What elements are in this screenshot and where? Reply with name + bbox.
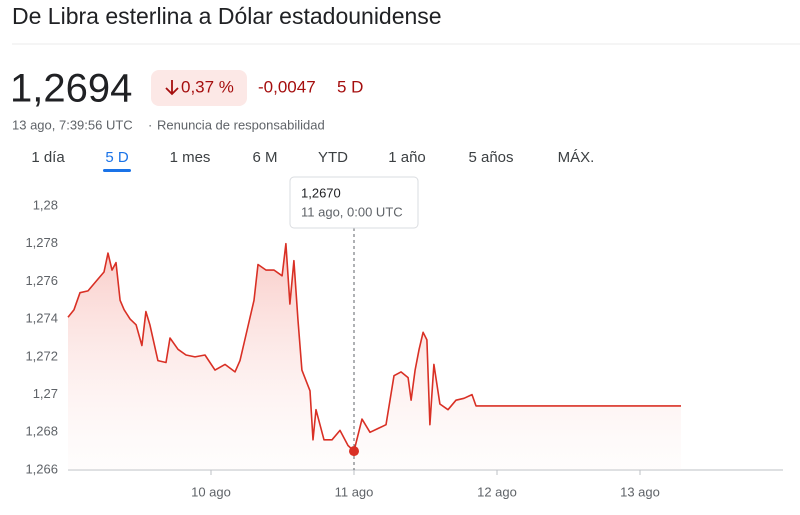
title: De Libra esterlina a Dólar estadounidens…: [12, 3, 442, 29]
change-abs: -0,0047: [258, 77, 316, 96]
separator: ·: [148, 117, 152, 132]
tab[interactable]: 1 año: [388, 149, 426, 166]
x-tick-label: 10 ago: [191, 484, 231, 499]
y-tick-label: 1,268: [25, 424, 58, 439]
y-tick-label: 1,27: [33, 386, 58, 401]
y-tick-label: 1,274: [25, 311, 58, 326]
x-tick-label: 13 ago: [620, 484, 660, 499]
change-pct: 0,37 %: [181, 77, 234, 96]
tooltip-box: [289, 176, 419, 229]
tab-underline: [103, 169, 131, 172]
chart: 1,266 1,268 1,27 1,272 1,274 1,276 1,278 1,28 10…: [25, 176, 783, 499]
tabs: 1 día 5 D 1 mes 6 M YTD 1 año 5 años MÁX.: [31, 149, 594, 172]
price: 1,2694: [10, 67, 132, 111]
y-tick-label: 1,276: [25, 273, 58, 288]
y-tick-label: 1,278: [25, 235, 58, 250]
change-badge: [151, 70, 247, 106]
disclaimer[interactable]: Renuncia de responsabilidad: [157, 117, 325, 132]
tooltip-value: 1,2670: [301, 185, 341, 200]
tab[interactable]: 5 D: [105, 149, 129, 166]
tab[interactable]: 1 mes: [170, 149, 211, 166]
y-tick-label: 1,272: [25, 348, 58, 363]
down-arrow: [165, 80, 179, 96]
y-tick-label: 1,266: [25, 461, 58, 476]
tab[interactable]: 5 años: [468, 149, 513, 166]
tab[interactable]: MÁX.: [558, 149, 595, 166]
line: [67, 242, 681, 452]
timestamp: 13 ago, 7:39:56 UTC: [12, 117, 133, 132]
tooltip-time: 11 ago, 0:00 UTC: [301, 204, 403, 219]
tab[interactable]: YTD: [318, 149, 348, 166]
period: 5 D: [337, 77, 363, 96]
hover-point: [349, 446, 359, 457]
tab[interactable]: 6 M: [252, 149, 277, 166]
x-tick-label: 12 ago: [477, 484, 517, 499]
area: [68, 243, 681, 470]
y-tick-label: 1,28: [33, 197, 58, 212]
tab[interactable]: 1 día: [31, 149, 65, 166]
x-tick-label: 11 ago: [335, 484, 374, 499]
